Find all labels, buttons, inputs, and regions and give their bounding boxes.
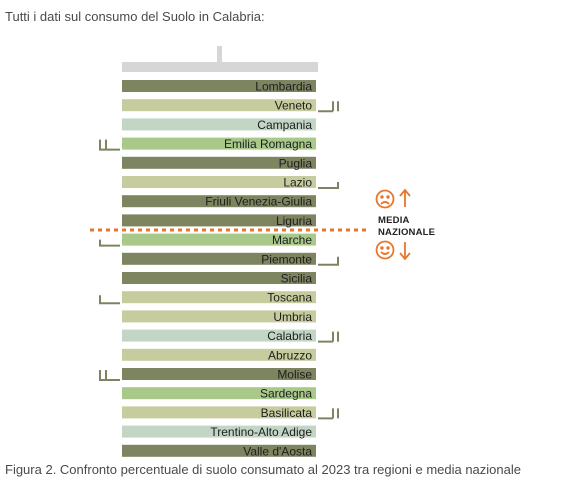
bar-label: Molise (277, 368, 312, 382)
bar-label: Marche (272, 233, 312, 247)
bars-group: Lombardia Veneto Campania Emilia Romagna Pug… (122, 80, 316, 458)
bar-puglia (122, 156, 316, 169)
intro-text: Tutti i dati sul consumo del Suolo in Ca… (5, 9, 265, 24)
bar-trentino-alto-adige (122, 425, 316, 438)
bar-emilia-romagna (122, 137, 316, 150)
bracket-right (318, 256, 339, 266)
header-stem (217, 46, 222, 64)
bar-label: Umbria (273, 310, 312, 324)
bar-sicilia (122, 272, 316, 284)
header-bar (122, 62, 318, 72)
legend-nazionale-label: NAZIONALE (378, 227, 435, 238)
bracket-right (318, 408, 339, 420)
bracket-left (99, 139, 120, 151)
bar-lombardia (122, 80, 316, 92)
bracket-left (99, 370, 120, 381)
bar-umbria (122, 310, 316, 323)
bar-label: Basilicata (261, 406, 313, 420)
figure-caption: Figura 2. Confronto percentuale di suolo… (5, 462, 521, 477)
bar-label: Valle d'Aosta (243, 444, 312, 458)
bracket-left (99, 295, 120, 305)
bar-basilicata (122, 406, 316, 419)
bar-label: Campania (257, 118, 312, 132)
bar-label: Lombardia (255, 80, 312, 94)
bar-lazio (122, 176, 316, 188)
bar-piemonte (122, 252, 316, 265)
sad-face-arrow-up-icon (375, 188, 411, 209)
bracket-right (318, 182, 339, 189)
bar-molise (122, 368, 316, 380)
bar-toscana (122, 291, 316, 304)
bar-label: Sardegna (260, 387, 312, 401)
bar-label: Trentino-Alto Adige (210, 425, 312, 439)
bracket-right (318, 331, 339, 343)
bar-friuli-venezia-giulia (122, 195, 316, 208)
bar-label: Emilia Romagna (224, 137, 312, 151)
bar-label: Lazio (283, 176, 312, 190)
bar-label: Veneto (275, 99, 313, 113)
bar-label: Toscana (267, 291, 312, 305)
bar-label: Puglia (279, 156, 313, 170)
bar-campania (122, 118, 316, 131)
legend-media-label: MEDIA (378, 215, 410, 226)
bar-abruzzo (122, 348, 316, 361)
bar-calabria (122, 329, 316, 342)
bar-label: Sicilia (281, 272, 313, 286)
bar-veneto (122, 99, 316, 112)
bar-label: Piemonte (261, 252, 312, 266)
bar-valle-d-aosta (122, 444, 316, 457)
bar-marche (122, 233, 316, 246)
bar-liguria (122, 214, 316, 227)
bar-label: Liguria (276, 214, 312, 228)
happy-face-arrow-down-icon (375, 240, 411, 261)
bar-label: Calabria (267, 329, 312, 343)
bracket-right (318, 101, 339, 113)
bar-label: Friuli Venezia-Giulia (205, 195, 312, 209)
bar-sardegna (122, 387, 316, 400)
brackets-group (99, 101, 339, 420)
bar-label: Abruzzo (268, 348, 312, 362)
bracket-left (99, 239, 120, 247)
